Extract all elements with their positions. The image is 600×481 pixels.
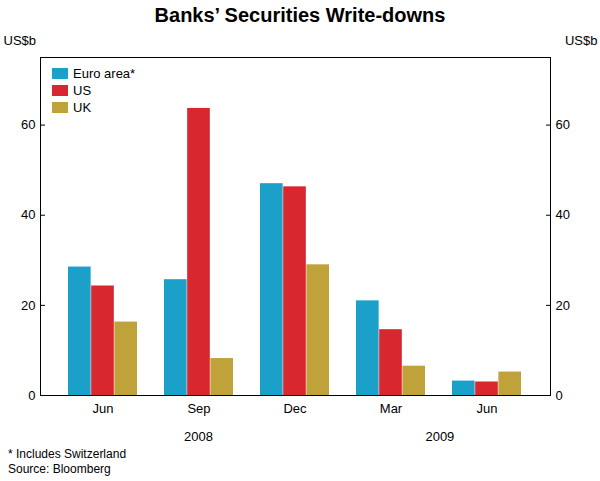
html-text:Source: Bloomberg: Source: Bloomberg <box>8 462 111 476</box>
html-text:Euro area*: Euro area* <box>73 66 136 81</box>
svg-text:Jun: Jun <box>93 401 114 416</box>
svg-text:60: 60 <box>21 117 35 132</box>
html-text:US: US <box>73 83 92 98</box>
svg-text:40: 40 <box>556 207 570 222</box>
svg-text:Mar: Mar <box>380 401 403 416</box>
svg-text:0: 0 <box>28 388 35 403</box>
svg-text:0: 0 <box>556 388 563 403</box>
svg-text:60: 60 <box>556 117 570 132</box>
svg-text:40: 40 <box>21 207 35 222</box>
svg-text:20: 20 <box>21 298 35 313</box>
svg-text:20: 20 <box>556 298 570 313</box>
html-text:Banks’ Securities Write-downs: Banks’ Securities Write-downs <box>154 4 446 26</box>
svg-text:US$b: US$b <box>4 33 37 48</box>
svg-text:Jun: Jun <box>477 401 498 416</box>
svg-text:2008: 2008 <box>184 429 213 444</box>
html-text:UK: UK <box>73 100 92 115</box>
svg-text:2009: 2009 <box>425 429 454 444</box>
html-text:* Includes Switzerland: * Includes Switzerland <box>8 447 127 461</box>
svg-text:Sep: Sep <box>187 401 210 416</box>
svg-text:Dec: Dec <box>283 401 307 416</box>
svg-text:US$b: US$b <box>565 33 598 48</box>
